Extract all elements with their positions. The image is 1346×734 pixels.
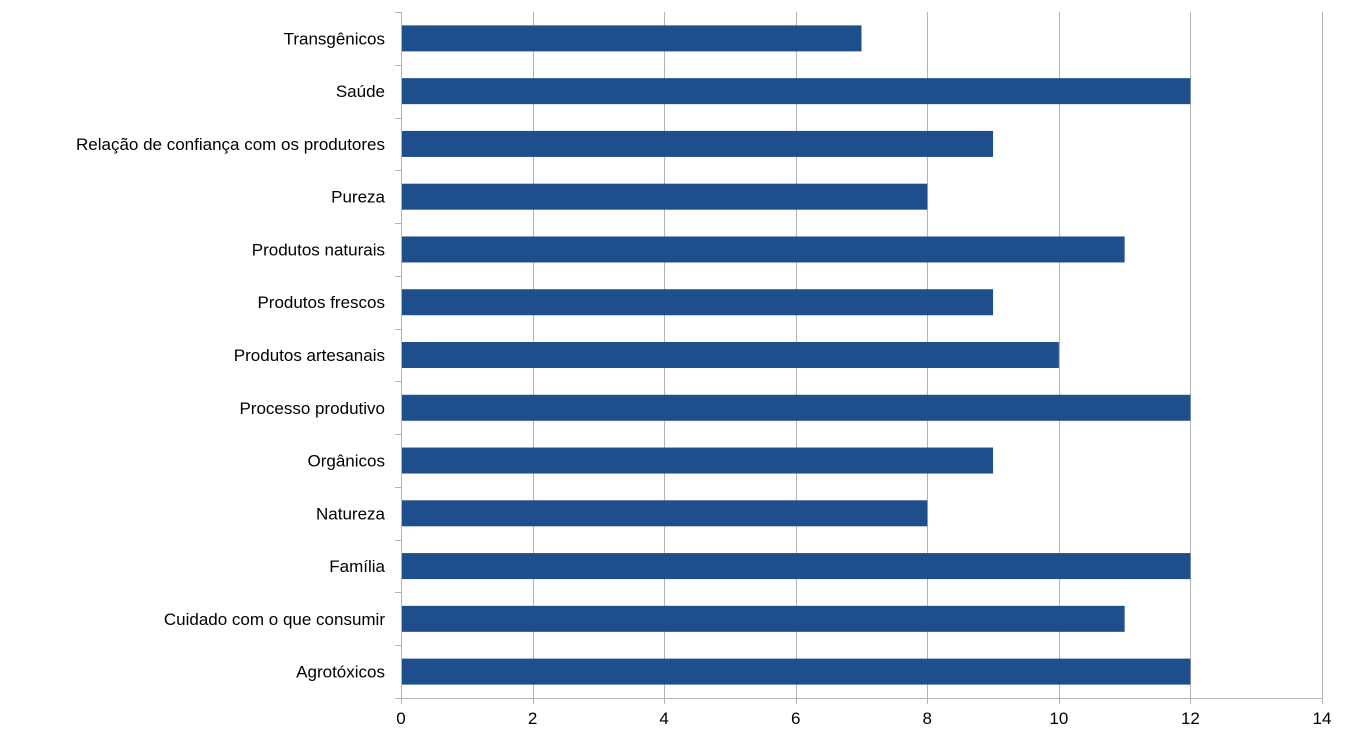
- x-tick-label: 8: [923, 709, 932, 728]
- category-label: Família: [329, 557, 385, 576]
- bar: [402, 289, 994, 316]
- x-tick-label: 4: [659, 709, 668, 728]
- label-layer: 0 2 4 6 8 10 12 14 Transgênicos Saúde Relação de c…: [76, 29, 1331, 728]
- bar: [402, 183, 928, 210]
- bar-layer: [402, 25, 1191, 685]
- category-label: Produtos naturais: [252, 240, 385, 259]
- x-tick-label: 14: [1313, 709, 1332, 728]
- category-label: Pureza: [331, 188, 385, 207]
- category-label: Transgênicos: [284, 29, 385, 48]
- category-label: Saúde: [336, 82, 385, 101]
- category-label: Agrotóxicos: [296, 663, 385, 682]
- x-tick-label: 2: [528, 709, 537, 728]
- bar: [402, 394, 1191, 421]
- bar: [402, 78, 1191, 105]
- bar: [402, 447, 994, 474]
- bar: [402, 25, 862, 52]
- x-tick-label: 6: [791, 709, 800, 728]
- category-label: Natureza: [316, 504, 386, 523]
- bar: [402, 553, 1191, 580]
- category-label: Relação de confiança com os produtores: [76, 135, 385, 154]
- bar: [402, 658, 1191, 685]
- axis-layer: [395, 12, 1322, 699]
- category-label: Produtos frescos: [257, 293, 385, 312]
- x-tick-label: 0: [396, 709, 405, 728]
- bar: [402, 500, 928, 527]
- bar: [402, 605, 1125, 632]
- x-tick-label: 12: [1181, 709, 1200, 728]
- category-label: Cuidado com o que consumir: [164, 610, 385, 629]
- category-label: Produtos artesanais: [234, 346, 385, 365]
- bar: [402, 236, 1125, 263]
- x-tick-label: 10: [1049, 709, 1068, 728]
- category-label: Orgânicos: [308, 452, 385, 471]
- category-label: Processo produtivo: [239, 399, 385, 418]
- bar: [402, 130, 994, 157]
- bar: [402, 342, 1059, 368]
